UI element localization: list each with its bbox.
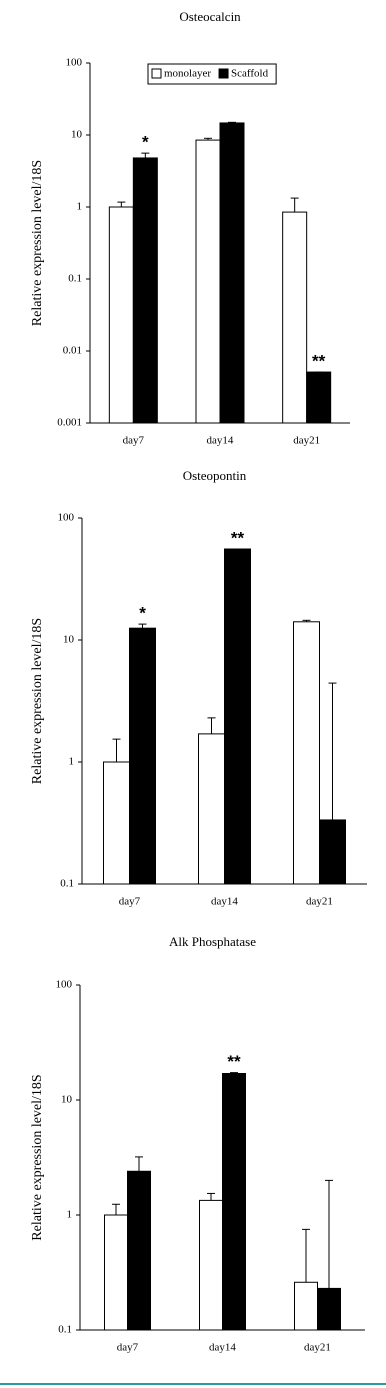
legend-label: Scaffold bbox=[231, 68, 269, 80]
y-axis-label: Relative expression level/18S bbox=[30, 1074, 45, 1240]
significance-mark: ** bbox=[312, 352, 326, 371]
x-tick-label: day7 bbox=[123, 435, 145, 447]
bar bbox=[293, 621, 320, 885]
x-tick-label: day14 bbox=[211, 896, 238, 908]
bar bbox=[222, 1072, 246, 1331]
y-tick-label: 1 bbox=[67, 1209, 73, 1221]
bar bbox=[108, 206, 134, 424]
bar bbox=[198, 733, 225, 885]
y-tick-label: 10 bbox=[71, 129, 83, 141]
y-tick-label: 1 bbox=[69, 756, 75, 768]
legend-swatch bbox=[151, 68, 162, 79]
bar bbox=[282, 211, 308, 424]
significance-mark: * bbox=[139, 604, 146, 623]
y-tick-label: 100 bbox=[56, 979, 73, 991]
bar bbox=[199, 1199, 223, 1331]
bar bbox=[127, 1170, 151, 1331]
x-tick-label: day7 bbox=[117, 1342, 139, 1354]
legend-box bbox=[147, 63, 277, 85]
bar bbox=[294, 1281, 318, 1331]
significance-mark: ** bbox=[227, 1052, 241, 1071]
bar bbox=[319, 819, 346, 885]
y-tick-label: 10 bbox=[61, 1094, 73, 1106]
y-tick-label: 100 bbox=[58, 512, 75, 524]
chart-title: Osteocalcin bbox=[179, 9, 241, 24]
y-axis-label: Relative expression level/18S bbox=[30, 618, 45, 784]
bar bbox=[317, 1287, 341, 1331]
bar bbox=[129, 627, 156, 885]
x-tick-label: day7 bbox=[119, 896, 141, 908]
bar bbox=[132, 157, 158, 424]
y-tick-label: 1 bbox=[77, 201, 83, 213]
y-axis-label: Relative expression level/18S bbox=[30, 160, 45, 326]
bar bbox=[104, 1214, 128, 1331]
y-tick-label: 0.1 bbox=[68, 273, 82, 285]
x-tick-label: day21 bbox=[306, 896, 333, 908]
y-tick-label: 0.01 bbox=[63, 345, 82, 357]
significance-mark: ** bbox=[231, 528, 245, 547]
chart-title: Osteopontin bbox=[183, 468, 247, 483]
y-tick-label: 0.001 bbox=[57, 417, 82, 429]
y-tick-label: 10 bbox=[63, 634, 75, 646]
legend-label: monolayer bbox=[164, 68, 211, 80]
x-tick-label: day21 bbox=[304, 1342, 331, 1354]
bar bbox=[219, 122, 245, 424]
y-tick-label: 100 bbox=[66, 57, 83, 69]
x-tick-label: day21 bbox=[293, 435, 320, 447]
x-tick-label: day14 bbox=[209, 1342, 236, 1354]
significance-mark: * bbox=[142, 133, 149, 152]
bar bbox=[224, 548, 251, 885]
chart-title: Alk Phosphatase bbox=[169, 934, 256, 949]
y-tick-label: 0.1 bbox=[60, 878, 74, 890]
legend-swatch bbox=[218, 68, 229, 79]
bar bbox=[306, 371, 332, 424]
x-tick-label: day14 bbox=[207, 435, 234, 447]
bar bbox=[195, 139, 221, 424]
y-tick-label: 0.1 bbox=[58, 1324, 72, 1336]
bar bbox=[103, 761, 130, 885]
